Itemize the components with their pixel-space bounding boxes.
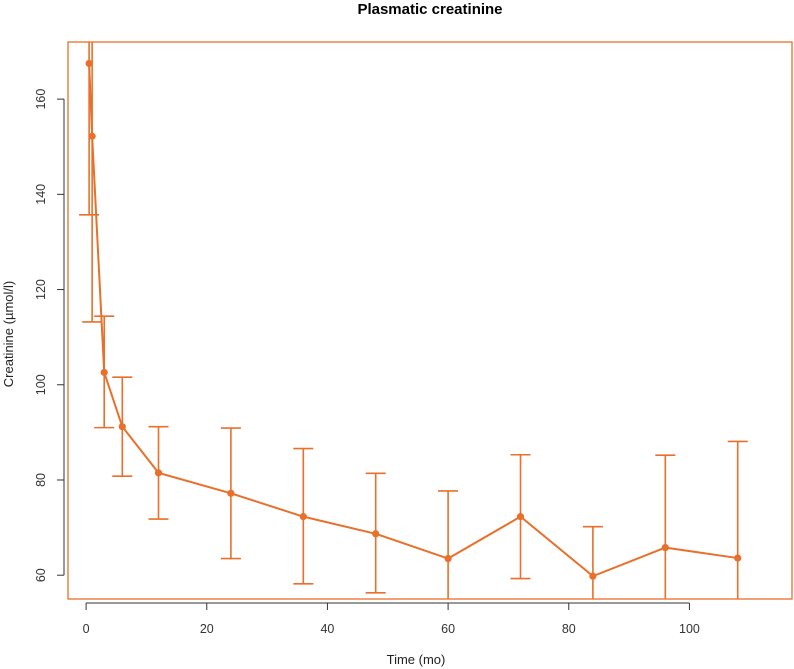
y-tick-label: 80 bbox=[34, 473, 48, 487]
chart-title: Plasmatic creatinine bbox=[357, 1, 502, 18]
data-point bbox=[154, 469, 163, 477]
x-tick-label: 60 bbox=[441, 622, 455, 636]
y-tick-label: 160 bbox=[34, 89, 48, 110]
y-tick-label: 140 bbox=[34, 184, 48, 205]
x-tick-label: 40 bbox=[320, 622, 334, 636]
plot-frame bbox=[67, 41, 793, 600]
y-tick-label: 60 bbox=[34, 568, 48, 582]
data-point bbox=[299, 513, 307, 521]
plot-area bbox=[79, 42, 748, 599]
data-point bbox=[444, 554, 452, 563]
x-tick-label: 0 bbox=[83, 622, 90, 636]
y-tick-label: 120 bbox=[34, 279, 48, 300]
data-point bbox=[88, 132, 96, 140]
data-point bbox=[516, 513, 525, 521]
data-point bbox=[85, 59, 93, 68]
series-line bbox=[88, 63, 738, 578]
data-point bbox=[372, 530, 380, 538]
data-point bbox=[100, 368, 108, 376]
data-point bbox=[734, 554, 742, 562]
y-axis: 60 80 100 120 140 160 bbox=[34, 89, 65, 582]
y-axis-label: Creatinine (µmol/l) bbox=[1, 281, 16, 387]
data-point bbox=[661, 543, 669, 552]
x-axis: 0 20 40 60 80 100 bbox=[83, 602, 700, 636]
data-point bbox=[118, 423, 126, 431]
x-tick-label: 20 bbox=[200, 622, 214, 636]
data-point bbox=[227, 489, 235, 497]
x-tick-label: 100 bbox=[679, 622, 700, 636]
y-tick-label: 100 bbox=[34, 374, 48, 395]
x-axis-label: Time (mo) bbox=[387, 652, 446, 667]
x-tick-label: 80 bbox=[562, 622, 576, 636]
data-point bbox=[589, 572, 597, 580]
